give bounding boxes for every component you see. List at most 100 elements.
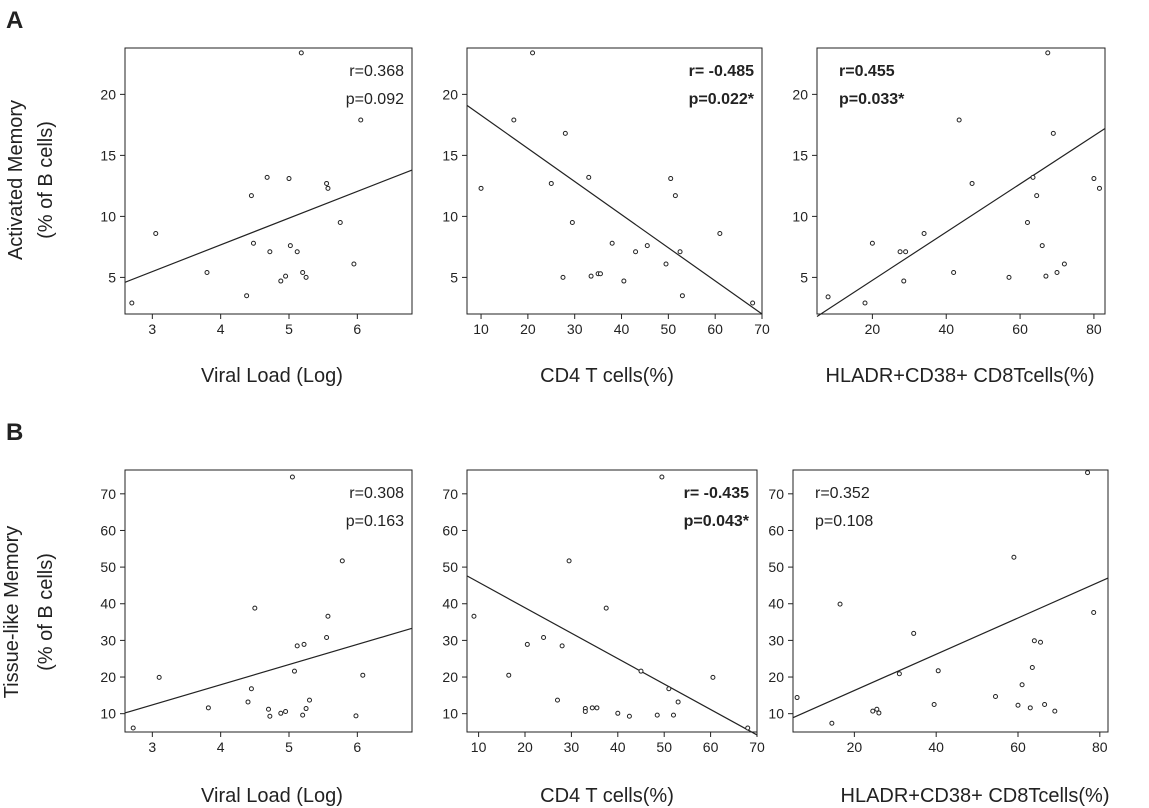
panel-letter-b: B — [6, 419, 23, 446]
y-tick-label-b1-5: 60 — [100, 522, 116, 538]
x-tick-label-a3-0: 20 — [865, 321, 881, 337]
data-point-b3-6 — [896, 671, 902, 677]
data-point-a3-13 — [1034, 193, 1040, 199]
data-point-b1-13 — [300, 712, 306, 718]
data-point-b2-6 — [566, 558, 572, 564]
data-point-a2-13 — [633, 249, 639, 255]
y-tick-label-a3-2: 15 — [792, 147, 808, 163]
data-point-b3-18 — [1042, 702, 1048, 708]
data-point-b2-12 — [615, 710, 621, 716]
data-point-a3-21 — [1096, 185, 1102, 191]
data-point-a3-3 — [897, 249, 903, 255]
x-tick-label-b3-0: 20 — [847, 739, 863, 755]
x-tick-label-b2-0: 10 — [471, 739, 487, 755]
data-point-b1-4 — [248, 686, 254, 692]
data-point-a2-6 — [569, 219, 575, 225]
x-tick-label-a2-5: 60 — [707, 321, 723, 337]
data-point-b3-2 — [837, 601, 843, 607]
data-point-b1-20 — [353, 713, 359, 719]
y-tick-label-b2-0: 10 — [442, 706, 458, 722]
data-point-a2-8 — [588, 273, 594, 279]
data-point-a2-12 — [621, 278, 627, 284]
data-point-a3-14 — [1039, 243, 1045, 249]
data-point-b3-7 — [911, 630, 917, 636]
data-point-b1-0 — [130, 725, 136, 731]
data-point-a3-15 — [1043, 273, 1049, 279]
data-point-b3-12 — [1015, 702, 1021, 708]
data-point-a2-14 — [644, 243, 650, 249]
data-point-a2-17 — [672, 193, 678, 199]
x-tick-label-a1-0: 3 — [148, 321, 156, 337]
data-point-b1-5 — [252, 605, 258, 611]
data-point-b2-20 — [710, 674, 716, 680]
x-tick-label-b3-3: 80 — [1092, 739, 1108, 755]
regression-line-b3 — [792, 577, 1109, 719]
data-point-b3-14 — [1027, 705, 1033, 711]
data-point-b3-10 — [993, 693, 998, 699]
y-tick-label-b1-6: 70 — [100, 486, 116, 502]
regression-line-b1 — [124, 627, 413, 714]
panel-b3: 20 40 60 80 10 20 30 40 50 60 70 r=0.352 p=0.108 HLAD… — [768, 469, 1109, 807]
r-value-a3: r=0.455 — [839, 63, 895, 80]
row-a-ylabel-line1: Activated Memory — [5, 100, 27, 260]
regression-line-a2 — [466, 104, 763, 315]
data-point-b3-8 — [931, 702, 937, 708]
y-tick-label-b2-3: 40 — [442, 596, 458, 612]
plot-frame-a1 — [124, 47, 413, 315]
data-point-b2-17 — [666, 686, 672, 692]
data-point-b2-18 — [670, 712, 676, 718]
y-tick-label-b2-6: 70 — [442, 486, 458, 502]
data-point-b3-17 — [1038, 639, 1043, 645]
data-point-a3-20 — [1091, 176, 1097, 182]
data-point-a2-1 — [511, 117, 517, 123]
row-a-ylabel-line2: (% of B cells) — [35, 121, 57, 239]
data-point-a1-8 — [278, 278, 284, 284]
data-point-a2-15 — [663, 261, 669, 267]
data-point-b1-7 — [267, 713, 273, 719]
p-value-a2: p=0.022* — [689, 91, 755, 108]
x-axis-label-b1: Viral Load (Log) — [201, 785, 343, 807]
data-point-a1-9 — [283, 273, 289, 279]
data-point-b1-18 — [325, 613, 331, 619]
data-point-a3-16 — [1045, 50, 1051, 56]
x-tick-label-b1-1: 4 — [217, 739, 225, 755]
x-tick-label-a3-3: 80 — [1086, 321, 1102, 337]
data-point-a1-15 — [303, 274, 309, 280]
y-tick-label-b2-2: 30 — [442, 632, 458, 648]
x-tick-label-a1-1: 4 — [217, 321, 225, 337]
panel-a3: 20 40 60 80 5 10 15 20 r=0.455 p=0.033* HLADR+CD38… — [792, 47, 1106, 387]
data-point-a2-2 — [530, 50, 536, 56]
r-value-b1: r=0.308 — [349, 485, 404, 502]
data-point-a3-18 — [1054, 270, 1060, 276]
data-point-a2-18 — [677, 249, 683, 255]
data-point-a1-5 — [250, 240, 256, 246]
data-point-b3-13 — [1019, 682, 1025, 688]
data-point-a3-7 — [951, 270, 957, 276]
data-point-a3-0 — [825, 294, 831, 300]
data-point-b1-21 — [360, 672, 366, 678]
data-point-a1-16 — [324, 180, 330, 186]
data-point-a1-13 — [298, 50, 304, 56]
data-point-b3-1 — [829, 720, 835, 726]
y-tick-label-b3-2: 30 — [768, 632, 784, 648]
data-point-b3-15 — [1029, 665, 1035, 671]
x-tick-label-b1-3: 6 — [353, 739, 361, 755]
x-tick-label-b3-2: 60 — [1010, 739, 1026, 755]
data-point-a1-17 — [325, 185, 331, 191]
y-tick-label-a2-3: 20 — [442, 86, 458, 102]
plot-frame-b1 — [124, 469, 413, 733]
panel-b2: 10 20 30 40 50 60 70 10 20 30 40 50 60 70 r= -0.435 p=0… — [442, 469, 765, 807]
y-tick-label-b3-1: 20 — [768, 669, 784, 685]
data-point-b3-5 — [876, 710, 882, 716]
data-point-b1-3 — [245, 699, 251, 705]
y-tick-label-b2-1: 20 — [442, 669, 458, 685]
p-value-b3: p=0.108 — [815, 513, 873, 530]
r-value-a2: r= -0.485 — [689, 63, 754, 80]
y-tick-label-b1-1: 20 — [100, 669, 116, 685]
data-point-b3-16 — [1031, 638, 1037, 644]
x-tick-label-a1-2: 5 — [285, 321, 293, 337]
data-point-a2-11 — [609, 240, 615, 246]
y-tick-label-b3-0: 10 — [768, 706, 784, 722]
data-point-b3-0 — [794, 695, 800, 701]
data-point-b2-8 — [582, 708, 588, 714]
